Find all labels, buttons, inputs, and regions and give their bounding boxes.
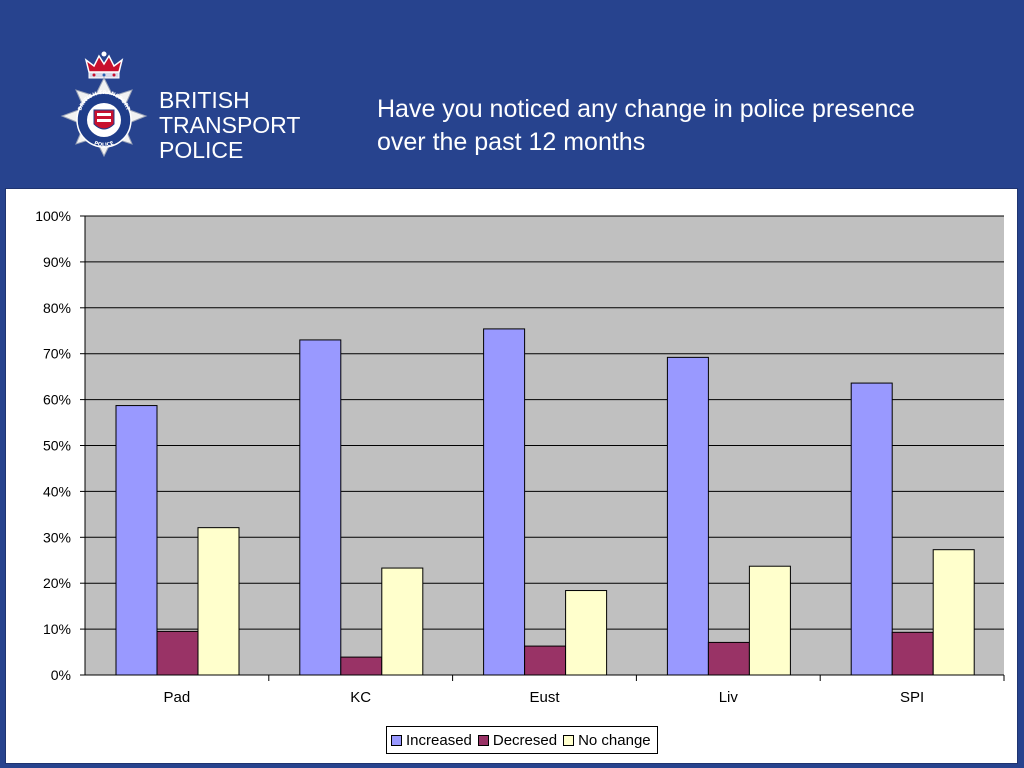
chart-legend: Increased Decresed No change xyxy=(386,726,658,754)
title-line-1: Have you noticed any change in police pr… xyxy=(377,95,915,123)
police-crest-logo: BRITISH TRANSPORT POLICE xyxy=(60,51,148,158)
bar-no-change-eust xyxy=(565,590,608,676)
y-tick-label: 90% xyxy=(43,254,71,270)
y-tick-label: 40% xyxy=(43,483,71,499)
legend-label-decresed: Decresed xyxy=(492,731,558,749)
bar-no-change-spi xyxy=(932,549,975,676)
logo-bottom-text: POLICE xyxy=(93,140,115,148)
bar-decresed-liv xyxy=(707,641,750,676)
org-line-2: TRANSPORT xyxy=(159,112,301,138)
org-line-3: POLICE xyxy=(159,137,244,163)
organisation-name: BRITISH TRANSPORT POLICE xyxy=(159,88,300,163)
legend-label-no-change: No change xyxy=(578,731,651,749)
bar-decresed-kc xyxy=(340,656,383,676)
bar-decresed-eust xyxy=(524,645,567,676)
legend-label-increased: Increased xyxy=(406,731,472,749)
bar-increased-pad xyxy=(115,405,158,676)
x-tick-label: Eust xyxy=(529,689,560,706)
title-line-2: over the past 12 months xyxy=(377,128,646,156)
crown-icon xyxy=(84,51,124,79)
legend-swatch-no-change xyxy=(563,734,575,746)
bar-no-change-kc xyxy=(381,567,424,676)
bar-no-change-pad xyxy=(197,527,240,676)
legend-item-no-change: No change xyxy=(563,732,651,749)
bar-increased-kc xyxy=(299,339,342,676)
org-line-1: BRITISH xyxy=(159,87,250,113)
y-tick-label: 60% xyxy=(43,392,71,408)
y-tick-label: 70% xyxy=(43,346,71,362)
bar-no-change-liv xyxy=(748,565,791,676)
y-tick-label: 50% xyxy=(43,438,71,454)
legend-swatch-decresed xyxy=(477,734,489,746)
svg-text:POLICE: POLICE xyxy=(93,140,115,148)
y-tick-label: 30% xyxy=(43,529,71,545)
x-tick-label: KC xyxy=(350,689,371,706)
x-tick-label: Pad xyxy=(164,689,191,706)
chart-panel: 0% 10% 20% 30% 40% 50% 60% 70% 80% 90% 100% Pad KC Eu… xyxy=(5,188,1018,764)
x-tick-label: SPI xyxy=(900,689,924,706)
y-tick-label: 20% xyxy=(43,575,71,591)
bar-increased-liv xyxy=(666,356,709,676)
y-tick-label: 100% xyxy=(35,208,71,224)
bar-decresed-pad xyxy=(156,630,199,676)
y-tick-label: 80% xyxy=(43,300,71,316)
y-tick-label: 10% xyxy=(43,621,71,637)
y-tick-label: 0% xyxy=(51,667,71,683)
slide-title: Have you noticed any change in police pr… xyxy=(377,93,1017,159)
bar-increased-spi xyxy=(850,382,893,676)
legend-swatch-increased xyxy=(391,734,402,746)
legend-item-decresed: Decresed xyxy=(477,731,558,749)
legend-item-increased: Increased xyxy=(391,732,472,749)
x-tick-label: Liv xyxy=(719,689,739,706)
header: BRITISH TRANSPORT POLICE BRITISH TRANSPO… xyxy=(0,0,1024,187)
bar-chart: 0% 10% 20% 30% 40% 50% 60% 70% 80% 90% 100% Pad KC Eu… xyxy=(35,208,1005,706)
bar-increased-eust xyxy=(483,328,526,676)
bar-decresed-spi xyxy=(891,631,934,676)
